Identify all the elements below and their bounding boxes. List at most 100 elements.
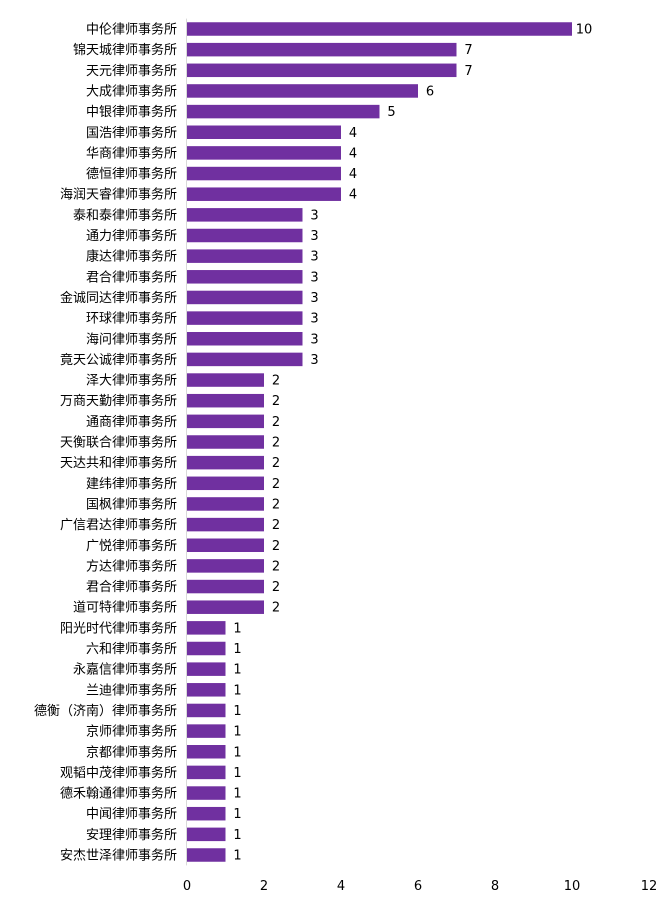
- bar: [187, 208, 303, 222]
- bar: [187, 22, 572, 36]
- value-label: 2: [272, 580, 280, 595]
- bar: [187, 559, 264, 573]
- value-label: 3: [310, 208, 318, 223]
- category-label: 中银律师事务所: [86, 104, 177, 120]
- category-label: 道可特律师事务所: [73, 600, 177, 616]
- bar: [187, 63, 457, 78]
- bar: [187, 228, 303, 243]
- category-label: 华商律师事务所: [86, 145, 177, 161]
- category-label: 海润天睿律师事务所: [60, 187, 177, 203]
- category-label: 通商律师事务所: [86, 414, 177, 430]
- bar: [187, 104, 380, 119]
- value-label: 5: [387, 105, 395, 120]
- value-label: 7: [464, 43, 472, 58]
- x-tick-label: 0: [183, 879, 191, 894]
- category-label: 国枫律师事务所: [86, 496, 177, 512]
- bar: [187, 332, 303, 346]
- value-label: 1: [233, 828, 241, 843]
- value-label: 2: [272, 539, 280, 554]
- category-label: 万商天勤律师事务所: [60, 393, 177, 409]
- value-label: 1: [233, 642, 241, 657]
- value-label: 3: [310, 353, 318, 368]
- bar: [187, 125, 341, 139]
- category-label: 天达共和律师事务所: [60, 455, 177, 471]
- category-label: 广信君达律师事务所: [60, 517, 177, 533]
- value-label: 2: [272, 559, 280, 574]
- value-label: 2: [272, 374, 280, 389]
- value-label: 2: [272, 436, 280, 451]
- bar: [187, 579, 264, 594]
- value-label: 2: [272, 497, 280, 512]
- value-label: 1: [233, 787, 241, 802]
- category-label: 中闻律师事务所: [86, 806, 177, 822]
- category-label: 兰迪律师事务所: [86, 682, 177, 698]
- category-label: 天衡联合律师事务所: [60, 435, 177, 451]
- x-tick-label: 12: [641, 879, 658, 894]
- bar: [187, 435, 264, 449]
- x-tick-label: 4: [337, 879, 345, 894]
- bar: [187, 600, 264, 614]
- x-tick-label: 10: [564, 879, 581, 894]
- value-label: 4: [349, 188, 357, 203]
- category-label: 方达律师事务所: [86, 558, 177, 574]
- category-label: 京都律师事务所: [86, 744, 177, 760]
- bar: [187, 249, 303, 263]
- category-label: 泽大律师事务所: [86, 373, 177, 389]
- bar: [187, 641, 226, 656]
- bars-group: [187, 22, 572, 862]
- value-label: 1: [233, 849, 241, 864]
- value-label: 10: [576, 23, 593, 38]
- bar: [187, 662, 226, 676]
- value-label: 2: [272, 518, 280, 533]
- value-label: 7: [464, 64, 472, 79]
- category-label: 观韬中茂律师事务所: [60, 765, 177, 781]
- bar: [187, 786, 226, 800]
- category-label: 六和律师事务所: [86, 641, 177, 657]
- category-label: 锦天城律师事务所: [73, 42, 177, 58]
- bar: [187, 806, 226, 821]
- category-label: 京师律师事务所: [86, 724, 177, 740]
- bar: [187, 455, 264, 470]
- bar: [187, 497, 264, 511]
- bar: [187, 683, 226, 697]
- category-label: 德恒律师事务所: [86, 166, 177, 182]
- category-label: 泰和泰律师事务所: [73, 207, 177, 223]
- bar: [187, 517, 264, 532]
- value-label: 2: [272, 415, 280, 430]
- value-labels-group: 10 7 7 6 5 4 4 4 4 3 3 3 3 3 3 3 3 2 2 2 2 2 2 2 2 2 2 2 2 1 1 1 1 1 1 1 1 1 1…: [233, 23, 592, 864]
- x-tick-label: 2: [260, 879, 268, 894]
- bar: [187, 414, 264, 429]
- value-label: 1: [233, 766, 241, 781]
- value-label: 3: [310, 250, 318, 265]
- bar: [187, 187, 341, 201]
- category-label: 君合律师事务所: [86, 579, 177, 595]
- value-label: 1: [233, 725, 241, 740]
- value-label: 1: [233, 663, 241, 678]
- value-label: 1: [233, 621, 241, 636]
- bar: [187, 765, 226, 780]
- bar: [187, 84, 418, 98]
- bar: [187, 270, 303, 284]
- category-labels-group: 中伦律师事务所锦天城律师事务所天元律师事务所大成律师事务所中银律师事务所国浩律师…: [34, 22, 177, 864]
- bar: [187, 538, 264, 552]
- bar: [187, 166, 341, 181]
- bar: [187, 311, 303, 325]
- category-label: 德禾翰通律师事务所: [60, 786, 177, 802]
- bar: [187, 373, 264, 387]
- category-label: 天元律师事务所: [86, 63, 177, 79]
- category-label: 中伦律师事务所: [86, 22, 177, 38]
- value-label: 2: [272, 601, 280, 616]
- value-label: 1: [233, 704, 241, 719]
- category-label: 大成律师事务所: [86, 83, 177, 99]
- value-label: 1: [233, 807, 241, 822]
- bar: [187, 352, 303, 367]
- value-label: 4: [349, 126, 357, 141]
- x-tick-label: 8: [491, 879, 499, 894]
- x-axis-ticks-group: 0 2 4 6 8 10 12: [183, 879, 657, 894]
- category-label: 金诚同达律师事务所: [60, 290, 177, 306]
- bar: [187, 621, 226, 635]
- bar: [187, 290, 303, 305]
- value-label: 6: [426, 84, 434, 99]
- category-label: 德衡（济南）律师事务所: [34, 703, 177, 719]
- category-label: 国浩律师事务所: [86, 125, 177, 141]
